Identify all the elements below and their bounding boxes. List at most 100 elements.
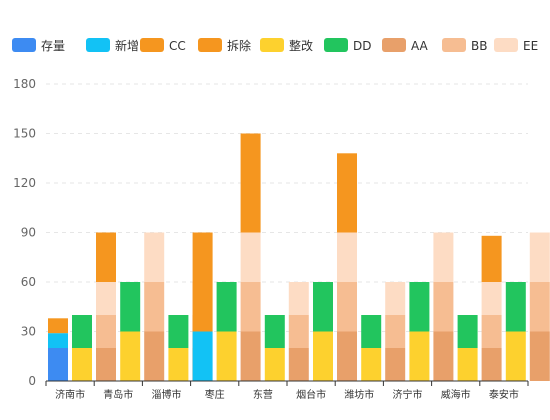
bar-segment[interactable] <box>313 282 333 332</box>
y-tick-label: 90 <box>21 226 36 240</box>
bar-segment[interactable] <box>240 232 261 283</box>
bar-segment[interactable] <box>481 348 502 381</box>
bar-segment[interactable] <box>264 315 285 348</box>
y-tick-label: 150 <box>13 127 36 141</box>
bar-segment[interactable] <box>120 331 141 382</box>
bar-segment[interactable] <box>337 232 357 283</box>
bar-segment[interactable] <box>337 282 357 332</box>
bar-segment[interactable] <box>337 153 357 233</box>
x-tick-label: 东营 <box>253 388 273 401</box>
legend: 存量 新增 CC 拆除 整改 DD AA BB EE <box>12 38 538 53</box>
legend-swatch <box>494 38 518 52</box>
bar-segment[interactable] <box>457 315 478 348</box>
bar-segment[interactable] <box>168 315 189 348</box>
legend-swatch <box>198 38 222 52</box>
legend-item[interactable]: EE <box>494 38 538 53</box>
legend-label: 新增 <box>115 38 139 53</box>
x-tick-label: 济南市 <box>55 388 85 401</box>
bar-segment[interactable] <box>96 282 116 315</box>
bars <box>48 133 550 382</box>
legend-item[interactable]: BB <box>442 38 487 53</box>
bar-segment[interactable] <box>529 232 550 283</box>
x-tick-label: 烟台市 <box>296 388 326 401</box>
x-tick-label: 枣庄 <box>205 388 225 401</box>
legend-label: 整改 <box>289 38 313 53</box>
bar-segment[interactable] <box>48 333 68 348</box>
bar-segment[interactable] <box>313 331 333 382</box>
bar-segment[interactable] <box>505 331 526 382</box>
legend-swatch <box>140 38 164 52</box>
x-tick-label: 淄博市 <box>152 388 182 401</box>
bar-segment[interactable] <box>481 235 502 282</box>
legend-label: 存量 <box>41 39 65 53</box>
legend-label: AA <box>411 39 429 53</box>
x-tick-label: 济宁市 <box>393 388 423 401</box>
bar-segment[interactable] <box>144 232 165 283</box>
bar-segment[interactable] <box>144 282 165 332</box>
bar-segment[interactable] <box>385 315 406 348</box>
bar-segment[interactable] <box>120 282 141 332</box>
bar-segment[interactable] <box>361 315 382 348</box>
bar-segment[interactable] <box>288 282 309 315</box>
legend-swatch <box>260 38 284 52</box>
bar-segment[interactable] <box>433 232 454 283</box>
y-tick-label: 0 <box>28 374 36 388</box>
bar-segment[interactable] <box>385 348 406 381</box>
bar-segment[interactable] <box>481 315 502 348</box>
bar-segment[interactable] <box>72 348 92 381</box>
bar-segment[interactable] <box>433 331 454 382</box>
bar-segment[interactable] <box>240 331 261 382</box>
bar-segment[interactable] <box>337 331 357 382</box>
bar-segment[interactable] <box>385 282 406 315</box>
bar-segment[interactable] <box>409 331 430 382</box>
bar-segment[interactable] <box>192 232 213 332</box>
legend-swatch <box>324 38 348 52</box>
legend-item[interactable]: DD <box>324 38 371 53</box>
bar-segment[interactable] <box>48 348 68 381</box>
bar-segment[interactable] <box>168 348 189 381</box>
bar-segment[interactable] <box>481 282 502 315</box>
grid <box>46 83 528 332</box>
bar-segment[interactable] <box>192 331 213 382</box>
bar-segment[interactable] <box>264 348 285 381</box>
legend-item[interactable]: AA <box>382 38 429 53</box>
legend-item[interactable]: 拆除 <box>198 38 251 53</box>
bar-segment[interactable] <box>96 348 116 381</box>
legend-item[interactable]: CC <box>140 38 186 53</box>
x-tick-label: 威海市 <box>441 388 471 401</box>
bar-segment[interactable] <box>529 331 550 382</box>
x-tick-label: 泰安市 <box>489 388 519 401</box>
legend-item[interactable]: 新增 <box>86 38 139 53</box>
legend-label: CC <box>169 39 186 53</box>
x-tick-label: 潍坊市 <box>344 388 374 401</box>
legend-item[interactable]: 存量 <box>12 38 65 53</box>
legend-item[interactable]: 整改 <box>260 38 313 53</box>
bar-segment[interactable] <box>240 133 261 233</box>
bar-segment[interactable] <box>96 315 116 348</box>
legend-label: BB <box>471 39 487 53</box>
bar-segment[interactable] <box>433 282 454 332</box>
bar-segment[interactable] <box>216 282 237 332</box>
bar-segment[interactable] <box>72 315 92 348</box>
bar-segment[interactable] <box>216 331 237 382</box>
y-axis: 0 30 60 90 120 150 180 <box>13 77 36 388</box>
x-tick-label: 青岛市 <box>103 388 133 401</box>
bar-segment[interactable] <box>288 348 309 381</box>
bar-segment[interactable] <box>144 331 165 382</box>
bar-segment[interactable] <box>48 318 68 334</box>
bar-segment[interactable] <box>505 282 526 332</box>
legend-label: 拆除 <box>227 38 251 53</box>
bar-segment[interactable] <box>361 348 382 381</box>
bar-segment[interactable] <box>529 282 550 332</box>
bar-segment[interactable] <box>96 232 116 283</box>
bar-segment[interactable] <box>240 282 261 332</box>
legend-swatch <box>382 38 406 52</box>
y-tick-label: 30 <box>21 325 36 339</box>
legend-label: EE <box>523 39 538 53</box>
bar-segment[interactable] <box>288 315 309 348</box>
legend-swatch <box>12 38 36 52</box>
legend-swatch <box>442 38 466 52</box>
bar-segment[interactable] <box>409 282 430 332</box>
bar-segment[interactable] <box>457 348 478 381</box>
